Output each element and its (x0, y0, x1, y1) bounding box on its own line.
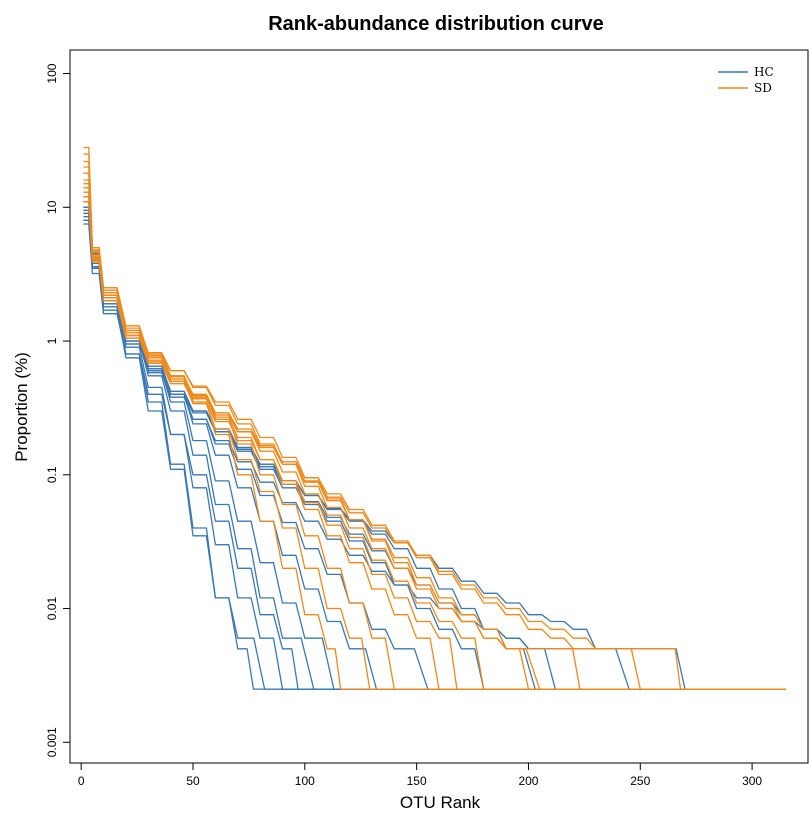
x-tick-label-4: 200 (518, 774, 538, 788)
y-tick-label-0: 0.001 (45, 727, 59, 757)
series-line-hc-12 (83, 219, 786, 690)
series-line-sd-20 (83, 196, 786, 690)
series-line-hc-6 (83, 196, 786, 690)
x-axis: 0 50 100 150 200 250 300 (78, 763, 762, 788)
y-axis-label: Proportion (%) (12, 352, 31, 462)
legend-label-hc: HC (754, 65, 774, 79)
x-tick-label-0: 0 (78, 774, 85, 788)
y-tick-label-2: 0.1 (45, 466, 59, 483)
series-lines (83, 146, 786, 690)
series-line-sd-17 (83, 183, 786, 690)
y-axis: 0.001 0.01 0.1 1 10 100 (45, 63, 70, 757)
x-tick-label-3: 150 (407, 774, 427, 788)
series-line-sd-13 (83, 146, 786, 690)
legend: HC SD (718, 65, 774, 95)
y-tick-label-1: 0.01 (45, 597, 59, 621)
x-tick-label-2: 100 (295, 774, 315, 788)
series-line-hc-11 (83, 201, 786, 690)
series-line-hc-8 (83, 191, 786, 690)
series-line-hc-9 (83, 206, 786, 690)
series-line-hc-7 (83, 201, 786, 690)
chart-title: Rank-abundance distribution curve (268, 13, 604, 35)
series-line-hc-3 (83, 223, 786, 690)
x-axis-label: OTU Rank (400, 793, 481, 812)
y-tick-label-3: 1 (45, 337, 59, 344)
x-tick-label-6: 300 (742, 774, 762, 788)
series-line-sd-22 (83, 153, 786, 690)
series-line-sd-23 (83, 201, 786, 690)
plot-frame (69, 49, 809, 764)
series-line-sd-21 (83, 191, 786, 690)
series-line-sd-14 (83, 160, 786, 690)
x-tick-label-5: 250 (630, 774, 650, 788)
x-tick-label-1: 50 (186, 774, 200, 788)
legend-label-sd: SD (754, 81, 772, 95)
y-tick-label-5: 100 (45, 63, 59, 83)
series-line-hc-2 (83, 206, 786, 690)
series-line-sd-18 (83, 187, 786, 690)
y-tick-label-4: 10 (45, 200, 59, 214)
